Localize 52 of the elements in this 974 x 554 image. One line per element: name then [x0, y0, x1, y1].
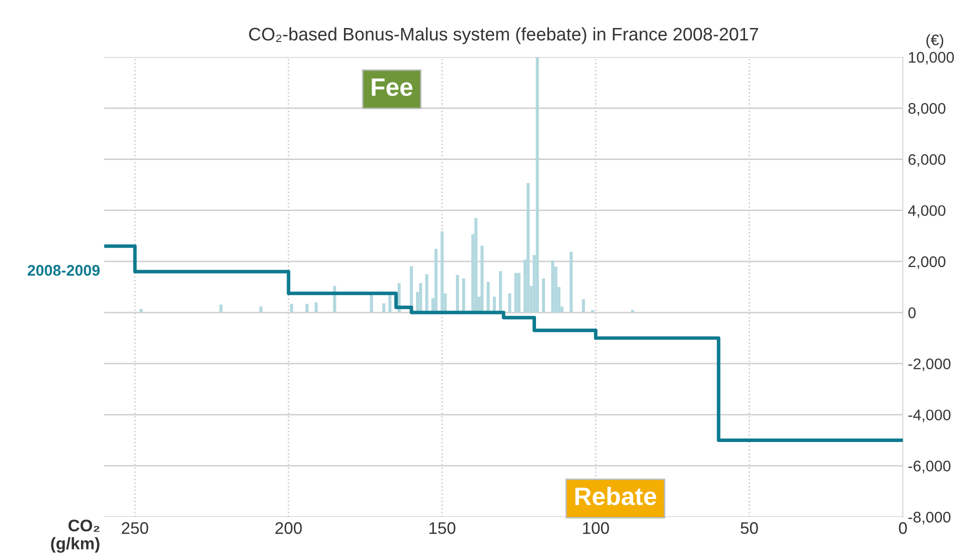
- bar: [425, 274, 428, 313]
- y-tick-label: -8,000: [908, 512, 950, 524]
- x-tick-label: 100: [583, 522, 609, 534]
- bar: [314, 302, 318, 313]
- bar: [508, 293, 512, 313]
- bar: [140, 308, 143, 313]
- annotation: Rebate: [575, 486, 656, 506]
- x-tick-label: 250: [122, 522, 148, 534]
- x-axis-title: CO₂ (g/km): [51, 520, 100, 553]
- x-tick-label: 150: [429, 522, 456, 534]
- bar: [305, 304, 308, 313]
- x-tick-label: 0: [898, 522, 907, 534]
- bar: [551, 260, 554, 313]
- y-tick-label: 10,000: [908, 52, 954, 65]
- annotation: Fee: [372, 78, 412, 96]
- bar: [219, 304, 222, 313]
- bar: [388, 294, 392, 313]
- bar: [462, 278, 466, 313]
- y-tick-label: -4,000: [908, 410, 950, 422]
- bar: [480, 246, 484, 313]
- chart-title: CO₂-based Bonus-Malus system (feebate) in France 2008-2017: [249, 27, 758, 44]
- x-tick-label: 200: [275, 522, 302, 534]
- bar: [290, 304, 294, 313]
- y-tick-label: 4,000: [908, 205, 946, 218]
- y-axis-title: (€): [926, 34, 944, 48]
- bar: [631, 310, 634, 313]
- bar: [536, 57, 539, 313]
- bar: [570, 252, 573, 313]
- bar: [517, 272, 520, 313]
- bar: [591, 310, 594, 313]
- y-tick-label: 2,000: [908, 256, 946, 269]
- y-tick-label: 0: [908, 307, 916, 318]
- bar: [542, 278, 546, 313]
- bar: [370, 294, 374, 313]
- bar: [474, 218, 478, 313]
- bar: [419, 283, 422, 313]
- y-tick-label: -2,000: [908, 358, 950, 372]
- bar: [582, 299, 585, 313]
- bar: [440, 231, 444, 313]
- bar: [382, 303, 386, 313]
- bar: [456, 274, 460, 313]
- bar: [514, 272, 518, 313]
- bar: [259, 306, 262, 313]
- bar: [526, 183, 530, 313]
- bar: [498, 271, 502, 313]
- bar: [434, 248, 438, 313]
- x-tick-label: 50: [740, 522, 758, 534]
- y-tick-label: 6,000: [908, 154, 946, 167]
- y-tick-label: 8,000: [908, 103, 946, 116]
- series-label: 2008-2009: [28, 264, 100, 276]
- bar: [486, 282, 490, 313]
- y-tick-label: -6,000: [908, 460, 950, 474]
